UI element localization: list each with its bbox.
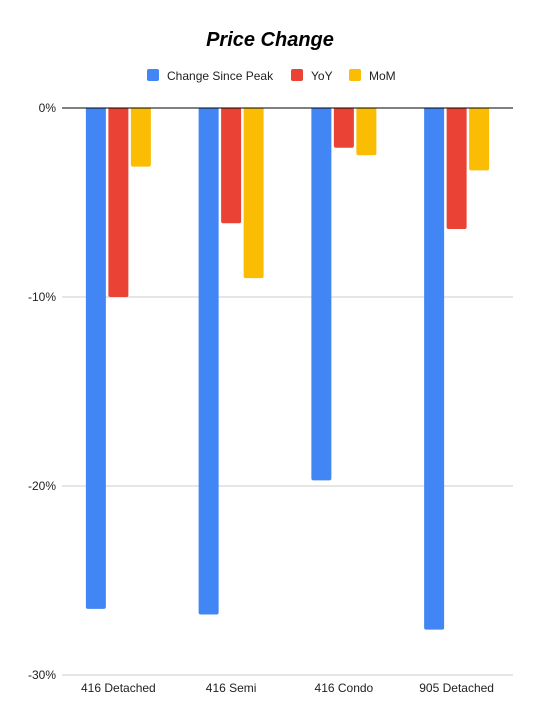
legend-item-yoy: YoY bbox=[291, 69, 333, 83]
legend-label-yoy: YoY bbox=[311, 69, 333, 83]
x-tick-label-416-detached: 416 Detached bbox=[81, 681, 156, 695]
y-tick-label: -30% bbox=[28, 668, 56, 682]
legend-item-mom: MoM bbox=[349, 69, 396, 83]
bar-416-semi-mom bbox=[243, 108, 264, 279]
legend-swatch-mom bbox=[349, 69, 361, 81]
legend-label-change-since-peak: Change Since Peak bbox=[167, 69, 274, 83]
y-tick-label: -10% bbox=[28, 290, 56, 304]
y-axis: 0% -10% -20% -30% bbox=[28, 101, 56, 682]
bar-905-detached-mom bbox=[469, 108, 490, 171]
x-tick-label-416-condo: 416 Condo bbox=[315, 681, 374, 695]
x-tick-label-905-detached: 905 Detached bbox=[419, 681, 494, 695]
bar-416-semi-change-since-peak bbox=[198, 108, 219, 615]
legend-item-change-since-peak: Change Since Peak bbox=[147, 69, 274, 83]
gridlines bbox=[62, 296, 513, 676]
legend-swatch-yoy bbox=[291, 69, 303, 81]
bar-416-condo-yoy bbox=[333, 108, 354, 148]
bar-416-semi-yoy bbox=[221, 108, 242, 224]
legend-label-mom: MoM bbox=[369, 69, 396, 83]
y-tick-label: -20% bbox=[28, 479, 56, 493]
bar-905-detached-yoy bbox=[446, 108, 467, 229]
chart-title: Price Change bbox=[206, 29, 334, 51]
bar-416-detached-mom bbox=[130, 108, 151, 167]
bar-416-detached-yoy bbox=[108, 108, 129, 297]
y-tick-label: 0% bbox=[39, 101, 57, 115]
legend-swatch-change-since-peak bbox=[147, 69, 159, 81]
x-tick-label-416-semi: 416 Semi bbox=[206, 681, 257, 695]
bar-416-condo-change-since-peak bbox=[311, 108, 332, 481]
bars bbox=[85, 108, 490, 630]
bar-416-condo-mom bbox=[356, 108, 377, 156]
legend: Change Since Peak YoY MoM bbox=[147, 69, 396, 83]
x-axis: 416 Detached 416 Semi 416 Condo 905 Detache… bbox=[81, 681, 494, 695]
bar-416-detached-change-since-peak bbox=[85, 108, 106, 609]
bar-905-detached-change-since-peak bbox=[424, 108, 445, 630]
